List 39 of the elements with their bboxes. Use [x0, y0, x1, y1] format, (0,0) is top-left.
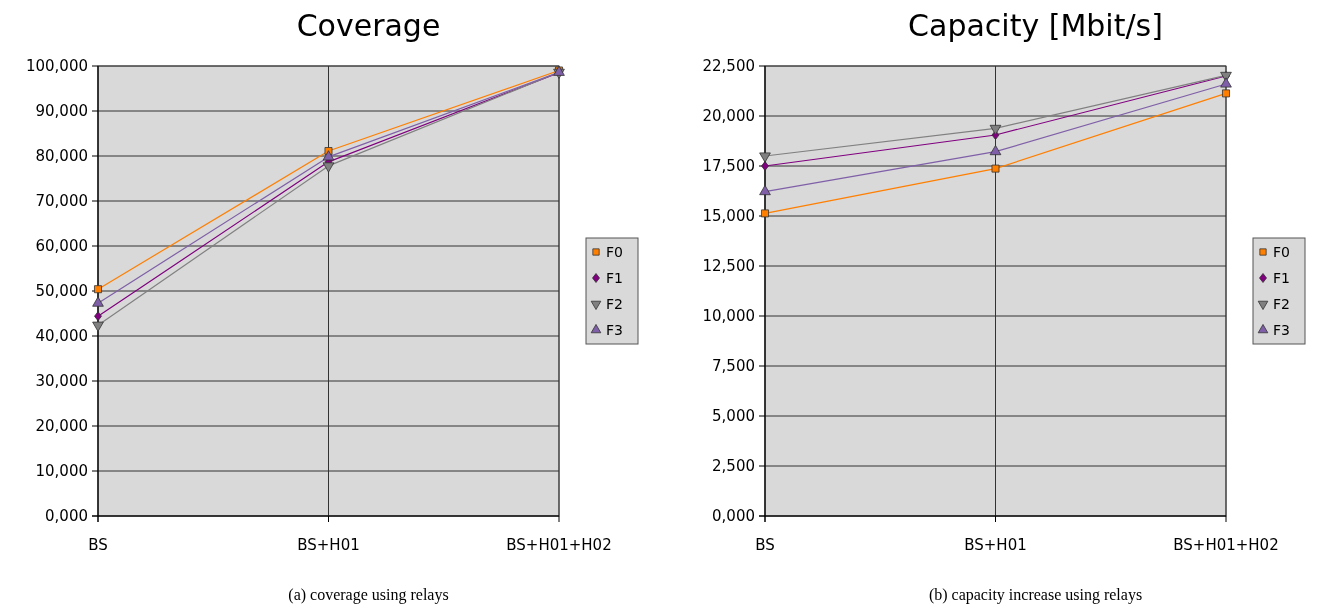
y-tick-label: 0,000 [45, 507, 88, 526]
y-tick-label: 2,500 [712, 457, 755, 476]
y-tick-label: 10,000 [35, 462, 88, 481]
legend-label: F3 [1273, 321, 1290, 338]
y-tick-label: 7,500 [712, 357, 755, 376]
x-tick-label: BS+H01+H02 [1173, 536, 1279, 554]
y-tick-label: 12,500 [702, 257, 755, 276]
y-tick-label: 20,000 [35, 417, 88, 436]
y-tick-label: 15,000 [702, 207, 755, 226]
y-tick-label: 60,000 [35, 237, 88, 256]
y-tick-label: 20,000 [702, 107, 755, 126]
text: (a) coverage using relays [288, 586, 449, 604]
y-tick-label: 80,000 [35, 147, 88, 166]
y-tick-label: 0,000 [712, 507, 755, 526]
legend-label: F0 [1273, 243, 1290, 260]
y-tick-label: 17,500 [702, 157, 755, 176]
y-tick-label: 5,000 [712, 407, 755, 426]
x-tick-label: BS+H01 [297, 536, 360, 554]
y-tick-label: 100,000 [25, 57, 88, 76]
legend-label: F3 [606, 321, 623, 338]
text: (b) capacity increase using relays [928, 586, 1143, 604]
chart-title: Capacity [Mbit/s] [908, 8, 1163, 43]
x-tick-label: BS+H01 [964, 536, 1027, 554]
legend-label: F0 [606, 243, 623, 260]
y-tick-label: 30,000 [35, 372, 88, 391]
legend-label: F2 [1273, 295, 1290, 312]
legend-label: F1 [1273, 269, 1290, 286]
chart-title: Coverage [296, 8, 441, 43]
y-tick-label: 50,000 [35, 282, 88, 301]
y-tick-label: 10,000 [702, 307, 755, 326]
y-tick-label: 70,000 [35, 192, 88, 211]
legend-label: F2 [606, 295, 623, 312]
legend-label: F1 [606, 269, 623, 286]
y-tick-label: 22,500 [702, 57, 755, 76]
y-tick-label: 40,000 [35, 327, 88, 346]
x-tick-label: BS+H01+H02 [506, 536, 612, 554]
y-tick-label: 90,000 [35, 102, 88, 121]
x-tick-label: BS [755, 536, 775, 554]
x-tick-label: BS [88, 536, 108, 554]
